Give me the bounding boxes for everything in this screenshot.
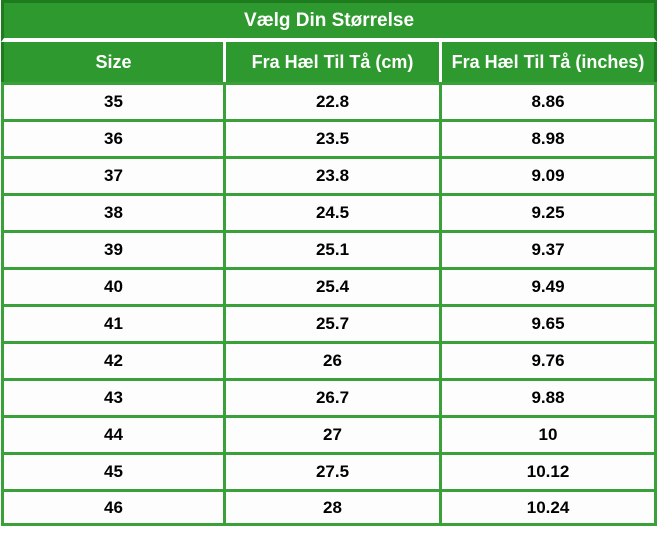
table-row: 42 26 9.76 (1, 341, 658, 378)
size-cell: 39 (1, 230, 223, 267)
size-chart-table: Vælg Din Størrelse Size Fra Hæl Til Tå (… (1, 0, 658, 526)
inches-cell: 10 (439, 415, 658, 452)
size-cell: 46 (1, 489, 223, 526)
cm-cell: 26 (223, 341, 439, 378)
inches-cell: 10.24 (439, 489, 658, 526)
inches-cell: 9.37 (439, 230, 658, 267)
cm-cell: 22.8 (223, 82, 439, 119)
inches-cell: 10.12 (439, 452, 658, 489)
table-row: 35 22.8 8.86 (1, 82, 658, 119)
column-header-size: Size (1, 42, 223, 82)
cm-cell: 23.8 (223, 156, 439, 193)
size-cell: 36 (1, 119, 223, 156)
column-header-cm: Fra Hæl Til Tå (cm) (223, 42, 439, 82)
cm-cell: 28 (223, 489, 439, 526)
size-cell: 37 (1, 156, 223, 193)
cm-cell: 27 (223, 415, 439, 452)
size-cell: 44 (1, 415, 223, 452)
cm-cell: 23.5 (223, 119, 439, 156)
size-cell: 40 (1, 267, 223, 304)
table-row: 36 23.5 8.98 (1, 119, 658, 156)
size-cell: 43 (1, 378, 223, 415)
inches-cell: 8.86 (439, 82, 658, 119)
size-cell: 38 (1, 193, 223, 230)
column-header-inches: Fra Hæl Til Tå (inches) (439, 42, 658, 82)
table-row: 40 25.4 9.49 (1, 267, 658, 304)
inches-cell: 9.49 (439, 267, 658, 304)
inches-cell: 9.25 (439, 193, 658, 230)
size-cell: 41 (1, 304, 223, 341)
cm-cell: 24.5 (223, 193, 439, 230)
table-row: 37 23.8 9.09 (1, 156, 658, 193)
table-row: 46 28 10.24 (1, 489, 658, 526)
table-title: Vælg Din Størrelse (1, 0, 658, 42)
cm-cell: 25.7 (223, 304, 439, 341)
cm-cell: 25.4 (223, 267, 439, 304)
inches-cell: 8.98 (439, 119, 658, 156)
inches-cell: 9.88 (439, 378, 658, 415)
table-row: 41 25.7 9.65 (1, 304, 658, 341)
table-row: 45 27.5 10.12 (1, 452, 658, 489)
cm-cell: 26.7 (223, 378, 439, 415)
cm-cell: 27.5 (223, 452, 439, 489)
table-row: 38 24.5 9.25 (1, 193, 658, 230)
size-cell: 45 (1, 452, 223, 489)
table-row: 44 27 10 (1, 415, 658, 452)
table-row: 43 26.7 9.88 (1, 378, 658, 415)
header-row: Size Fra Hæl Til Tå (cm) Fra Hæl Til Tå … (1, 42, 658, 82)
title-row: Vælg Din Størrelse (1, 0, 658, 42)
table-body: 35 22.8 8.86 36 23.5 8.98 37 23.8 9.09 38 24.5 9.25… (1, 82, 658, 526)
table-row: 39 25.1 9.37 (1, 230, 658, 267)
inches-cell: 9.65 (439, 304, 658, 341)
size-cell: 35 (1, 82, 223, 119)
cm-cell: 25.1 (223, 230, 439, 267)
inches-cell: 9.76 (439, 341, 658, 378)
inches-cell: 9.09 (439, 156, 658, 193)
size-cell: 42 (1, 341, 223, 378)
